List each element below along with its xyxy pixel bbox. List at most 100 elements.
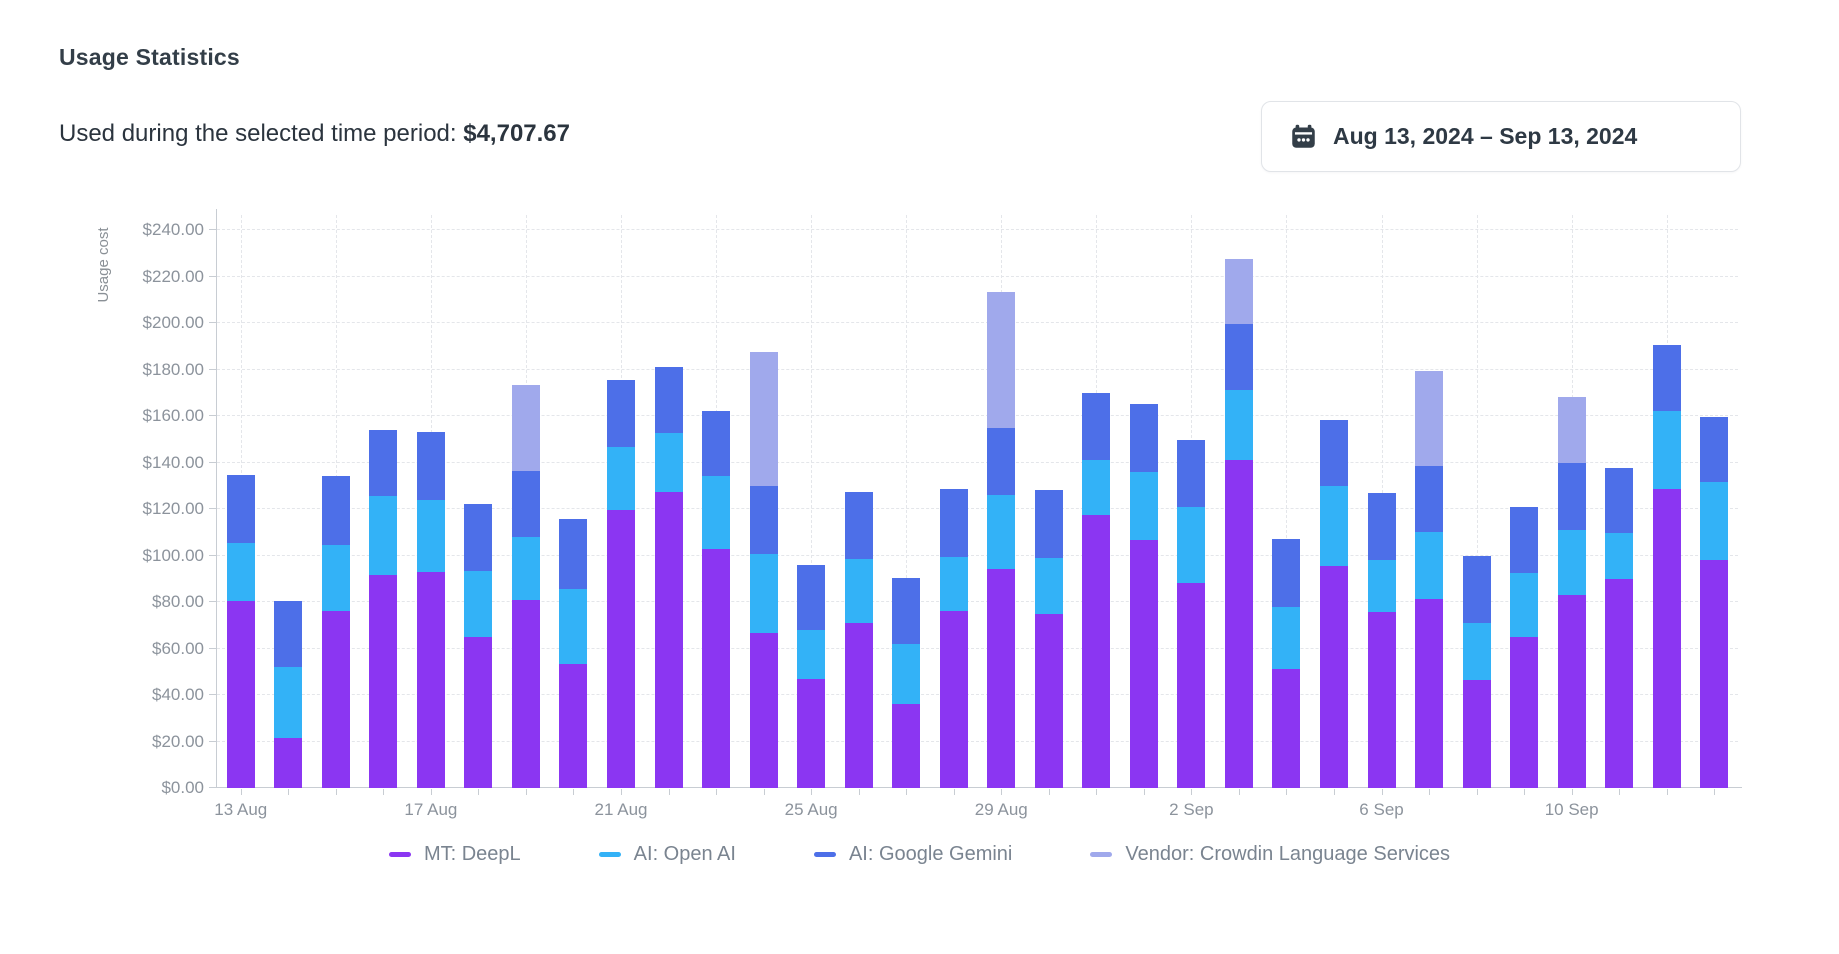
bar-segment-ai-open-ai[interactable] [1319,485,1348,566]
bar-segment-mt-deepl[interactable] [607,510,636,788]
bar-segment-mt-deepl[interactable] [1415,598,1444,788]
bar-segment-ai-open-ai[interactable] [464,570,493,637]
bar-segment-ai-google-gemini[interactable] [844,491,873,559]
bar-segment-ai-google-gemini[interactable] [702,411,731,477]
bar-segment-mt-deepl[interactable] [1462,679,1491,788]
bar-segment-ai-open-ai[interactable] [369,496,398,576]
bar-segment-ai-google-gemini[interactable] [1700,417,1729,483]
bar-segment-mt-deepl[interactable] [892,704,921,788]
bar-segment-ai-open-ai[interactable] [1082,460,1111,515]
bar-9-sep[interactable] [1510,506,1539,788]
bar-segment-ai-google-gemini[interactable] [1224,324,1253,391]
bar-segment-ai-open-ai[interactable] [1462,622,1491,680]
bar-segment-ai-google-gemini[interactable] [1557,462,1586,530]
bar-10-sep[interactable] [1557,397,1586,788]
bar-segment-ai-open-ai[interactable] [416,499,445,572]
bar-21-aug[interactable] [607,379,636,788]
bar-segment-mt-deepl[interactable] [1557,595,1586,788]
bar-segment-ai-open-ai[interactable] [1177,506,1206,584]
bar-segment-ai-google-gemini[interactable] [939,489,968,557]
bar-20-aug[interactable] [559,519,588,788]
bar-segment-mt-deepl[interactable] [416,571,445,788]
bar-segment-vendor-crowdin-language-services[interactable] [1557,397,1586,463]
bar-segment-ai-google-gemini[interactable] [1177,440,1206,507]
bar-7-sep[interactable] [1415,370,1444,788]
bar-segment-ai-google-gemini[interactable] [797,564,826,630]
bar-13-aug[interactable] [226,475,255,788]
bar-segment-vendor-crowdin-language-services[interactable] [987,291,1016,428]
bar-segment-ai-open-ai[interactable] [226,542,255,601]
bar-segment-mt-deepl[interactable] [321,611,350,788]
bar-30-aug[interactable] [1034,490,1063,788]
bar-25-aug[interactable] [797,564,826,788]
bar-segment-ai-google-gemini[interactable] [1129,404,1158,472]
bar-segment-mt-deepl[interactable] [511,599,540,788]
bar-segment-mt-deepl[interactable] [369,575,398,788]
bar-14-aug[interactable] [274,600,303,788]
bar-segment-ai-open-ai[interactable] [607,447,636,511]
bar-segment-ai-google-gemini[interactable] [749,485,778,555]
date-range-picker[interactable]: Aug 13, 2024 – Sep 13, 2024 [1261,101,1741,172]
bar-segment-ai-open-ai[interactable] [987,495,1016,570]
bar-segment-ai-google-gemini[interactable] [559,519,588,590]
bar-segment-mt-deepl[interactable] [1319,565,1348,788]
bar-segment-ai-open-ai[interactable] [1605,533,1634,579]
bar-segment-mt-deepl[interactable] [1652,489,1681,788]
bar-segment-ai-google-gemini[interactable] [987,427,1016,496]
bar-segment-ai-open-ai[interactable] [654,433,683,492]
bar-17-aug[interactable] [416,432,445,788]
bar-segment-ai-open-ai[interactable] [1652,411,1681,490]
bar-segment-mt-deepl[interactable] [1034,613,1063,788]
bar-segment-ai-google-gemini[interactable] [1319,419,1348,486]
bar-5-sep[interactable] [1319,419,1348,788]
bar-segment-ai-open-ai[interactable] [559,589,588,664]
bar-31-aug[interactable] [1082,392,1111,788]
bar-3-sep[interactable] [1224,259,1253,788]
bar-segment-mt-deepl[interactable] [1224,460,1253,788]
bar-segment-ai-open-ai[interactable] [749,554,778,634]
bar-segment-mt-deepl[interactable] [1700,560,1729,788]
legend-item-mt-deepl[interactable]: MT: DeepL [388,843,521,866]
bar-segment-ai-open-ai[interactable] [321,545,350,612]
bar-segment-ai-open-ai[interactable] [1224,390,1253,461]
bar-segment-ai-google-gemini[interactable] [226,475,255,543]
bar-segment-vendor-crowdin-language-services[interactable] [749,352,778,486]
bar-2-sep[interactable] [1177,440,1206,788]
bar-segment-vendor-crowdin-language-services[interactable] [1224,259,1253,325]
legend-item-ai-google-gemini[interactable]: AI: Google Gemini [813,843,1012,866]
bar-segment-mt-deepl[interactable] [274,738,303,788]
bar-segment-ai-open-ai[interactable] [702,476,731,549]
bar-24-aug[interactable] [749,352,778,788]
bar-segment-ai-open-ai[interactable] [274,667,303,739]
bar-29-aug[interactable] [987,291,1016,788]
bar-segment-ai-google-gemini[interactable] [1462,555,1491,623]
bar-segment-mt-deepl[interactable] [1082,514,1111,788]
bar-27-aug[interactable] [892,577,921,788]
bar-segment-ai-google-gemini[interactable] [1652,345,1681,412]
bar-segment-mt-deepl[interactable] [797,678,826,788]
bar-segment-mt-deepl[interactable] [1177,583,1206,788]
bar-16-aug[interactable] [369,429,398,788]
bar-12-sep[interactable] [1652,345,1681,788]
bar-segment-ai-open-ai[interactable] [1557,529,1586,596]
bar-28-aug[interactable] [939,489,968,788]
bar-segment-ai-open-ai[interactable] [1700,482,1729,561]
bar-segment-vendor-crowdin-language-services[interactable] [511,384,540,471]
bar-segment-ai-google-gemini[interactable] [369,429,398,497]
bar-segment-ai-google-gemini[interactable] [416,432,445,500]
bar-13-sep[interactable] [1700,417,1729,788]
bar-segment-ai-google-gemini[interactable] [892,577,921,644]
bar-segment-ai-open-ai[interactable] [1510,572,1539,637]
bar-segment-ai-open-ai[interactable] [1415,532,1444,599]
bar-segment-vendor-crowdin-language-services[interactable] [1415,370,1444,467]
bar-segment-mt-deepl[interactable] [844,622,873,788]
bar-segment-mt-deepl[interactable] [1272,669,1301,788]
bar-segment-ai-open-ai[interactable] [939,556,968,612]
bar-segment-ai-google-gemini[interactable] [607,379,636,448]
bar-26-aug[interactable] [844,491,873,788]
bar-19-aug[interactable] [511,384,540,788]
bar-segment-ai-google-gemini[interactable] [1605,468,1634,534]
bar-segment-mt-deepl[interactable] [939,611,968,788]
bar-segment-ai-open-ai[interactable] [1034,557,1063,614]
bar-11-sep[interactable] [1605,468,1634,788]
